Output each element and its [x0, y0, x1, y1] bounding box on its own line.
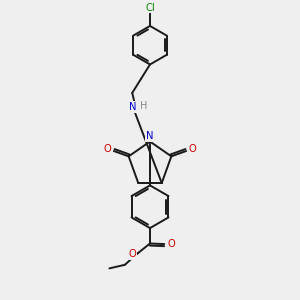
Text: Cl: Cl [146, 3, 155, 13]
Text: N: N [146, 131, 154, 142]
Text: H: H [140, 101, 148, 111]
Text: O: O [167, 239, 175, 249]
Text: N: N [129, 102, 137, 112]
Text: O: O [189, 144, 196, 154]
Text: O: O [103, 144, 111, 154]
Text: O: O [128, 249, 136, 259]
